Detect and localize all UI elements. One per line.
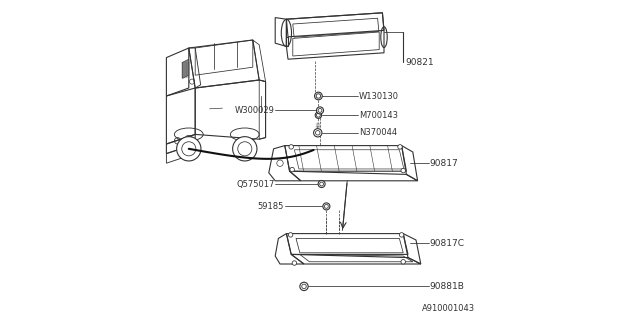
Text: W130130: W130130 [359, 92, 399, 100]
Circle shape [401, 260, 406, 264]
Circle shape [289, 145, 293, 149]
Polygon shape [182, 59, 189, 78]
Text: 90821: 90821 [406, 58, 435, 67]
Text: M700143: M700143 [359, 111, 398, 120]
Text: W300029: W300029 [235, 106, 275, 115]
Circle shape [318, 180, 325, 188]
Circle shape [398, 145, 403, 149]
Circle shape [237, 142, 252, 156]
Circle shape [315, 112, 321, 118]
Text: A910001043: A910001043 [422, 304, 475, 313]
Circle shape [315, 92, 322, 100]
Circle shape [292, 261, 297, 265]
Text: 59185: 59185 [258, 202, 284, 211]
Circle shape [288, 233, 293, 237]
Circle shape [399, 233, 404, 237]
Circle shape [317, 107, 323, 114]
Circle shape [233, 137, 257, 161]
Text: 90881B: 90881B [430, 282, 465, 291]
Circle shape [300, 282, 308, 291]
Circle shape [314, 129, 322, 137]
Circle shape [182, 142, 196, 156]
Circle shape [401, 168, 406, 173]
Circle shape [323, 203, 330, 210]
Text: 90817C: 90817C [430, 239, 465, 248]
Circle shape [290, 167, 294, 172]
Circle shape [177, 137, 201, 161]
Text: N370044: N370044 [359, 128, 397, 137]
Text: Q575017: Q575017 [236, 180, 275, 188]
Text: 90817: 90817 [430, 159, 458, 168]
